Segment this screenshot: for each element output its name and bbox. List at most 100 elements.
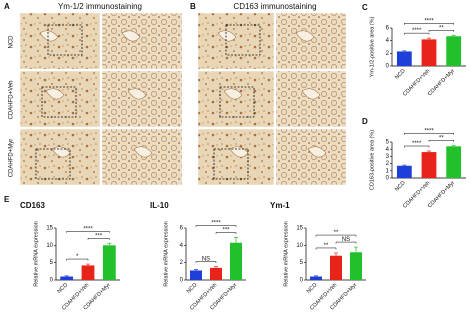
bar [446,36,462,66]
y-tick-label: 2 [180,260,184,266]
bar [190,270,202,280]
bar [310,276,322,280]
panel-letter: B [190,2,196,11]
vessel [295,30,315,42]
sig-bracket [215,232,237,235]
error-bar [354,246,358,253]
zoom-box [41,86,77,118]
row-label: CDAHFD+Myr [9,139,15,178]
bar [330,255,342,280]
vessel [217,30,237,42]
sig-label: ** [439,135,444,141]
y-tick-label: 15 [296,226,303,232]
x-tick-label: NCD [306,282,319,295]
bar [102,245,116,280]
error-bar [107,242,112,246]
y-tick-label: 6 [386,26,390,32]
zoom-box [213,148,249,180]
error-bar [334,252,338,256]
sig-label: NS [202,257,210,263]
zoom-box [47,24,83,56]
y-tick-label: 1 [386,168,390,174]
error-bar [86,263,90,266]
y-tick-label: 15 [46,226,53,232]
y-axis-label: Ym-1/2-positive area (%) [369,16,375,77]
zoom-box [35,148,71,180]
vessel [39,30,59,42]
sig-label: ** [334,230,339,236]
micrograph [19,128,101,186]
vessel [45,88,65,100]
y-tick-label: 5 [50,260,54,266]
y-tick-label: 10 [46,243,53,249]
y-tick-label: 10 [296,243,303,249]
sig-bracket [66,258,89,261]
micrograph [197,12,275,70]
micrograph [101,128,183,186]
panel-letter: E [4,195,10,204]
error-bar [194,269,198,271]
error-bar [427,37,431,40]
y-tick-label: 0 [50,278,54,284]
bar [210,267,222,280]
micrographs [19,12,347,186]
x-tick-label: NCD [394,68,407,81]
sig-label: **** [211,221,221,227]
sig-bracket [195,225,237,228]
sig-bracket [195,261,217,264]
micrograph [101,70,183,128]
error-bar [214,266,218,268]
row-label: CDAHFD+Veh [9,81,15,120]
zoom-box [219,86,255,118]
bar [421,39,437,66]
panel-title: Ym-1/2 immunostaining [58,2,142,11]
micrograph [275,12,347,70]
panel-letter: C [362,3,368,12]
y-tick-label: 4 [180,243,184,249]
error-bar [234,237,238,243]
error-bar [402,50,407,52]
x-tick-label: NCD [394,180,407,193]
micrograph [19,12,101,70]
vessel [121,30,141,42]
sig-label: **** [412,141,422,147]
sig-bracket [428,139,454,142]
sig-label: *** [95,233,103,239]
bar [350,252,362,280]
sig-bracket [315,234,357,237]
error-bar [451,34,456,37]
sig-label: ** [324,243,329,249]
x-tick-label: NCD [186,282,199,295]
chart-title: Ym-1 [270,201,290,210]
y-axis-label: Relative mRNA expression [33,221,39,286]
sig-bracket [335,241,357,244]
sig-label: * [76,254,79,260]
y-axis-label: Relative mRNA expression [283,221,289,286]
bar [446,146,462,178]
sig-bracket [404,145,430,148]
sig-bracket [404,23,454,25]
y-tick-label: 0 [386,64,390,70]
sig-label: NS [342,237,350,243]
bar [60,276,74,280]
chart-title: CD163 [20,201,45,210]
bar [230,242,242,280]
y-tick-label: 0 [300,278,304,284]
y-tick-label: 5 [300,260,304,266]
sig-bracket [404,132,454,135]
panel-title: CD163 immunostaining [233,2,316,11]
micrograph [197,128,275,186]
sig-bracket [315,247,337,250]
vessel [301,88,321,100]
error-bar [427,150,431,153]
sig-label: **** [424,128,434,134]
error-bar [314,275,318,277]
y-tick-label: 3 [386,154,390,160]
zoom-box [225,24,261,56]
bar [396,165,412,178]
error-bar [402,164,407,166]
sig-bracket [404,32,430,35]
sig-label: **** [424,18,434,24]
sig-label: *** [222,228,230,234]
